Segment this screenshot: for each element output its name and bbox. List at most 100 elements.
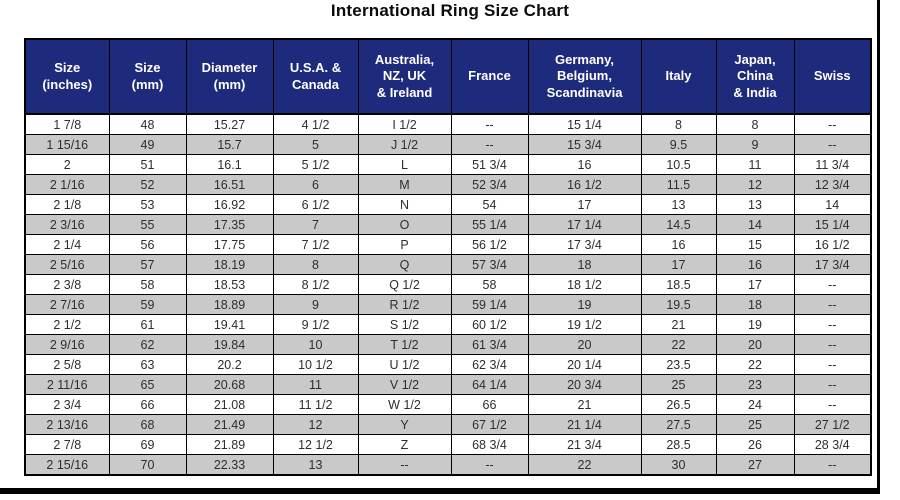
table-cell: 57 [108,254,187,275]
table-cell: 23.5 [640,354,717,375]
table-cell: -- [793,374,872,395]
table-row: 2 15/16 70 22.33 13 -- -- 22 30 27 -- [24,454,872,476]
table-cell: -- [793,274,872,295]
table-cell: 2 13/16 [24,414,110,435]
table-cell: O [357,214,452,235]
table-cell: 8 [715,113,795,135]
table-cell: 2 11/16 [24,374,110,395]
table-cell: 61 3/4 [450,334,529,355]
table-cell: 20.68 [185,374,274,395]
table-cell: -- [793,334,872,355]
table-cell: 8 [640,113,717,135]
table-cell: 14 [793,194,872,215]
table-cell: U 1/2 [357,354,452,375]
table-cell: M [357,174,452,195]
table-cell: 17 [640,254,717,275]
table-row: 1 7/8 48 15.27 4 1/2 I 1/2 -- 15 1/4 8 8 -- [24,113,872,135]
table-cell: T 1/2 [357,334,452,355]
table-cell: R 1/2 [357,294,452,315]
table-cell: 7 1/2 [272,234,359,255]
table-cell: 27 1/2 [793,414,872,435]
table-cell: 21 3/4 [527,434,642,455]
table-cell: 18.89 [185,294,274,315]
table-cell: 10.5 [640,154,717,175]
table-cell: 9.5 [640,134,717,155]
table-cell: 64 1/4 [450,374,529,395]
table-cell: 10 1/2 [272,354,359,375]
table-cell: 14.5 [640,214,717,235]
table-row: 2 3/8 58 18.53 8 1/2 Q 1/2 58 18 1/2 18.5 17 -- [24,274,872,295]
table-cell: 11 [715,154,795,175]
table-cell: 20 [527,334,642,355]
table-cell: 2 [24,154,110,175]
table-cell: 19 [715,314,795,335]
table-cell: 54 [450,194,529,215]
table-cell: I 1/2 [357,113,452,135]
table-cell: 19.84 [185,334,274,355]
table-cell: 16 [715,254,795,275]
table-cell: 55 [108,214,187,235]
table-cell: 56 1/2 [450,234,529,255]
table-cell: 60 1/2 [450,314,529,335]
table-cell: 8 1/2 [272,274,359,295]
table-cell: -- [793,294,872,315]
table-cell: 48 [108,113,187,135]
table-cell: 27.5 [640,414,717,435]
table-cell: 17 3/4 [793,254,872,275]
header-cell: Swiss [793,38,872,115]
table-cell: 17 1/4 [527,214,642,235]
table-row: 2 9/16 62 19.84 10 T 1/2 61 3/4 20 22 20 -- [24,334,872,355]
table-cell: -- [450,134,529,155]
table-cell: 4 1/2 [272,113,359,135]
table-cell: 63 [108,354,187,375]
table-row: 2 3/4 66 21.08 11 1/2 W 1/2 66 21 26.5 24 -- [24,394,872,415]
table-cell: 21.08 [185,394,274,415]
table-cell: V 1/2 [357,374,452,395]
table-cell: 20 1/4 [527,354,642,375]
frame-bottom-border [0,488,880,494]
table-cell: 16.1 [185,154,274,175]
table-cell: 19.41 [185,314,274,335]
table-cell: 17.35 [185,214,274,235]
table-cell: 22 [640,334,717,355]
table-cell: 2 1/16 [24,174,110,195]
table-cell: 52 3/4 [450,174,529,195]
table-cell: 69 [108,434,187,455]
table-cell: W 1/2 [357,394,452,415]
table-cell: 16.92 [185,194,274,215]
page-title: International Ring Size Chart [330,1,570,20]
table-cell: 12 1/2 [272,434,359,455]
frame-right-border [877,0,880,494]
table-cell: 16 1/2 [527,174,642,195]
table-cell: 28.5 [640,434,717,455]
table-cell: -- [357,454,452,476]
table-cell: 55 1/4 [450,214,529,235]
table-row: 2 5/8 63 20.2 10 1/2 U 1/2 62 3/4 20 1/4 23.5 22… [24,354,872,375]
table-cell: 1 15/16 [24,134,110,155]
table-row: 2 7/16 59 18.89 9 R 1/2 59 1/4 19 19.5 18 -- [24,294,872,315]
table-cell: -- [793,113,872,135]
table-cell: -- [450,113,529,135]
table-cell: 68 [108,414,187,435]
table-cell: 18.19 [185,254,274,275]
table-cell: 1 7/8 [24,113,110,135]
table-row: 1 15/16 49 15.7 5 J 1/2 -- 15 3/4 9.5 9 -- [24,134,872,155]
table-cell: 21 [527,394,642,415]
header-cell: Australia, NZ, UK & Ireland [357,38,452,115]
table-cell: 2 9/16 [24,334,110,355]
header-cell: Italy [640,38,717,115]
table-cell: 2 15/16 [24,454,110,476]
table-cell: 2 1/4 [24,234,110,255]
table-cell: 21 [640,314,717,335]
table-cell: -- [450,454,529,476]
table-cell: S 1/2 [357,314,452,335]
table-cell: 25 [640,374,717,395]
table-cell: 6 [272,174,359,195]
table-cell: 2 3/8 [24,274,110,295]
table-row: 2 1/2 61 19.41 9 1/2 S 1/2 60 1/2 19 1/2 21 19 -- [24,314,872,335]
table-cell: 2 3/4 [24,394,110,415]
header-cell: France [450,38,529,115]
table-cell: 13 [272,454,359,476]
table-cell: 5 [272,134,359,155]
table-cell: 15 [715,234,795,255]
